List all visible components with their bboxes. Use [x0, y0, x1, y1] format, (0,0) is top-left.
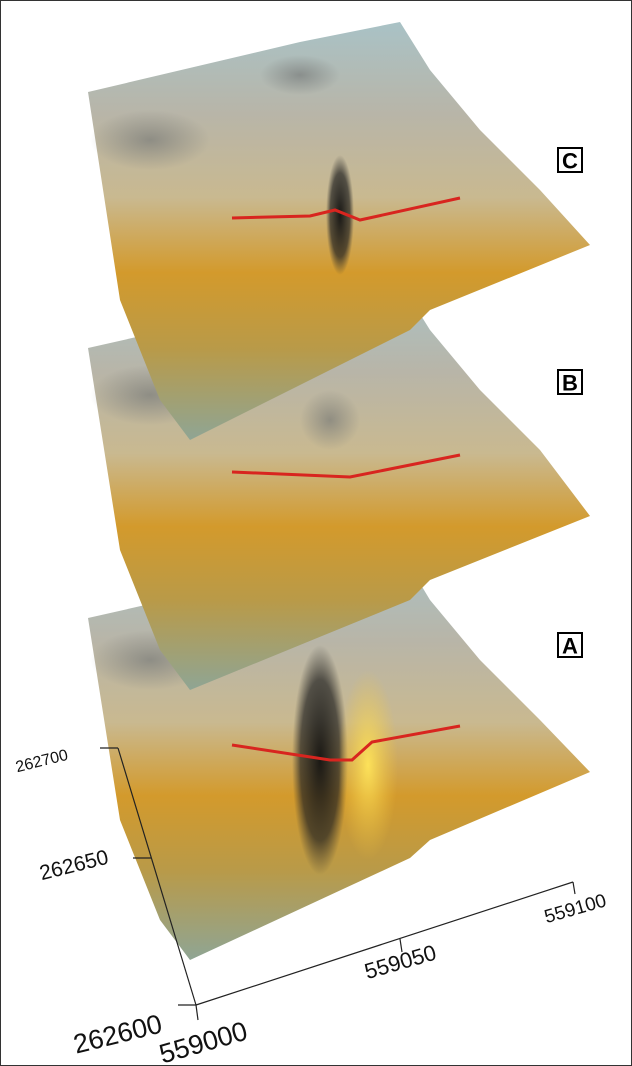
tick: [196, 1005, 198, 1020]
panel-label: C: [562, 149, 578, 174]
y-tick-label: 262650: [37, 846, 111, 885]
x-tick-label: 559100: [542, 890, 609, 928]
x-tick-label: 559000: [156, 1016, 251, 1066]
page: C B A 262700 262650 262600 559000 559050…: [0, 0, 632, 1066]
x-tick-label: 559050: [362, 940, 439, 984]
figure: C B A 262700 262650 262600 559000 559050…: [0, 0, 632, 1066]
panel-label: A: [562, 634, 578, 659]
y-tick-label: 262700: [14, 747, 70, 776]
panel-label: B: [562, 371, 578, 396]
tick: [573, 882, 575, 894]
y-tick-label: 262600: [70, 1009, 165, 1060]
